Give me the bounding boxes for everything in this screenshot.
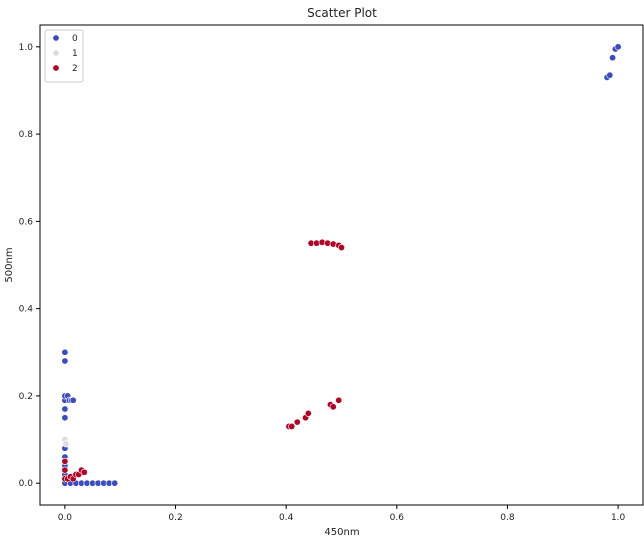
legend-marker bbox=[52, 34, 60, 42]
scatter-point bbox=[335, 396, 343, 404]
scatter-point bbox=[614, 43, 622, 51]
legend-marker bbox=[52, 49, 60, 57]
y-tick-label: 0.2 bbox=[19, 392, 33, 402]
scatter-point bbox=[61, 357, 69, 365]
plot-area-frame bbox=[39, 24, 644, 506]
scatter-point bbox=[337, 244, 345, 252]
scatter-point bbox=[606, 71, 614, 79]
series-0 bbox=[61, 43, 622, 487]
x-tick-label: 0.8 bbox=[500, 513, 515, 523]
x-tick-label: 0.4 bbox=[279, 513, 294, 523]
scatter-point bbox=[61, 457, 69, 465]
chart-title: Scatter Plot bbox=[307, 6, 377, 20]
x-axis-ticks: 0.0 0.2 0.4 0.6 0.8 1.0 bbox=[58, 505, 626, 523]
y-tick-label: 0.6 bbox=[19, 217, 34, 227]
scatter-point bbox=[61, 348, 69, 356]
y-axis-ticks: 0.0 0.2 0.4 0.6 0.8 1.0 bbox=[19, 43, 40, 489]
legend-marker bbox=[52, 64, 60, 72]
series-2 bbox=[61, 238, 345, 483]
legend-label: 0 bbox=[72, 34, 78, 44]
legend-label: 2 bbox=[72, 64, 78, 74]
scatter-point bbox=[293, 418, 301, 426]
data-points bbox=[61, 43, 622, 487]
scatter-point bbox=[288, 422, 296, 430]
x-tick-label: 0.0 bbox=[58, 513, 73, 523]
x-tick-label: 1.0 bbox=[611, 513, 626, 523]
scatter-point bbox=[111, 479, 119, 487]
y-tick-label: 0.4 bbox=[19, 305, 34, 315]
y-tick-label: 1.0 bbox=[19, 43, 34, 53]
scatter-point bbox=[61, 414, 69, 422]
x-axis-label: 450nm bbox=[324, 527, 359, 538]
legend-label: 1 bbox=[72, 49, 78, 59]
scatter-point bbox=[69, 396, 77, 404]
x-tick-label: 0.6 bbox=[390, 513, 405, 523]
scatter-point bbox=[61, 466, 69, 474]
scatter-point bbox=[61, 405, 69, 413]
legend: 0 1 2 bbox=[44, 29, 84, 83]
scatter-point bbox=[304, 409, 312, 417]
scatter-point bbox=[62, 440, 70, 448]
x-tick-label: 0.2 bbox=[168, 513, 182, 523]
y-tick-label: 0.8 bbox=[19, 130, 34, 140]
y-axis-label: 500nm bbox=[4, 247, 15, 282]
scatter-point bbox=[609, 54, 617, 62]
scatter-point bbox=[329, 403, 337, 411]
y-tick-label: 0.0 bbox=[19, 479, 34, 489]
scatter-point bbox=[80, 468, 88, 476]
